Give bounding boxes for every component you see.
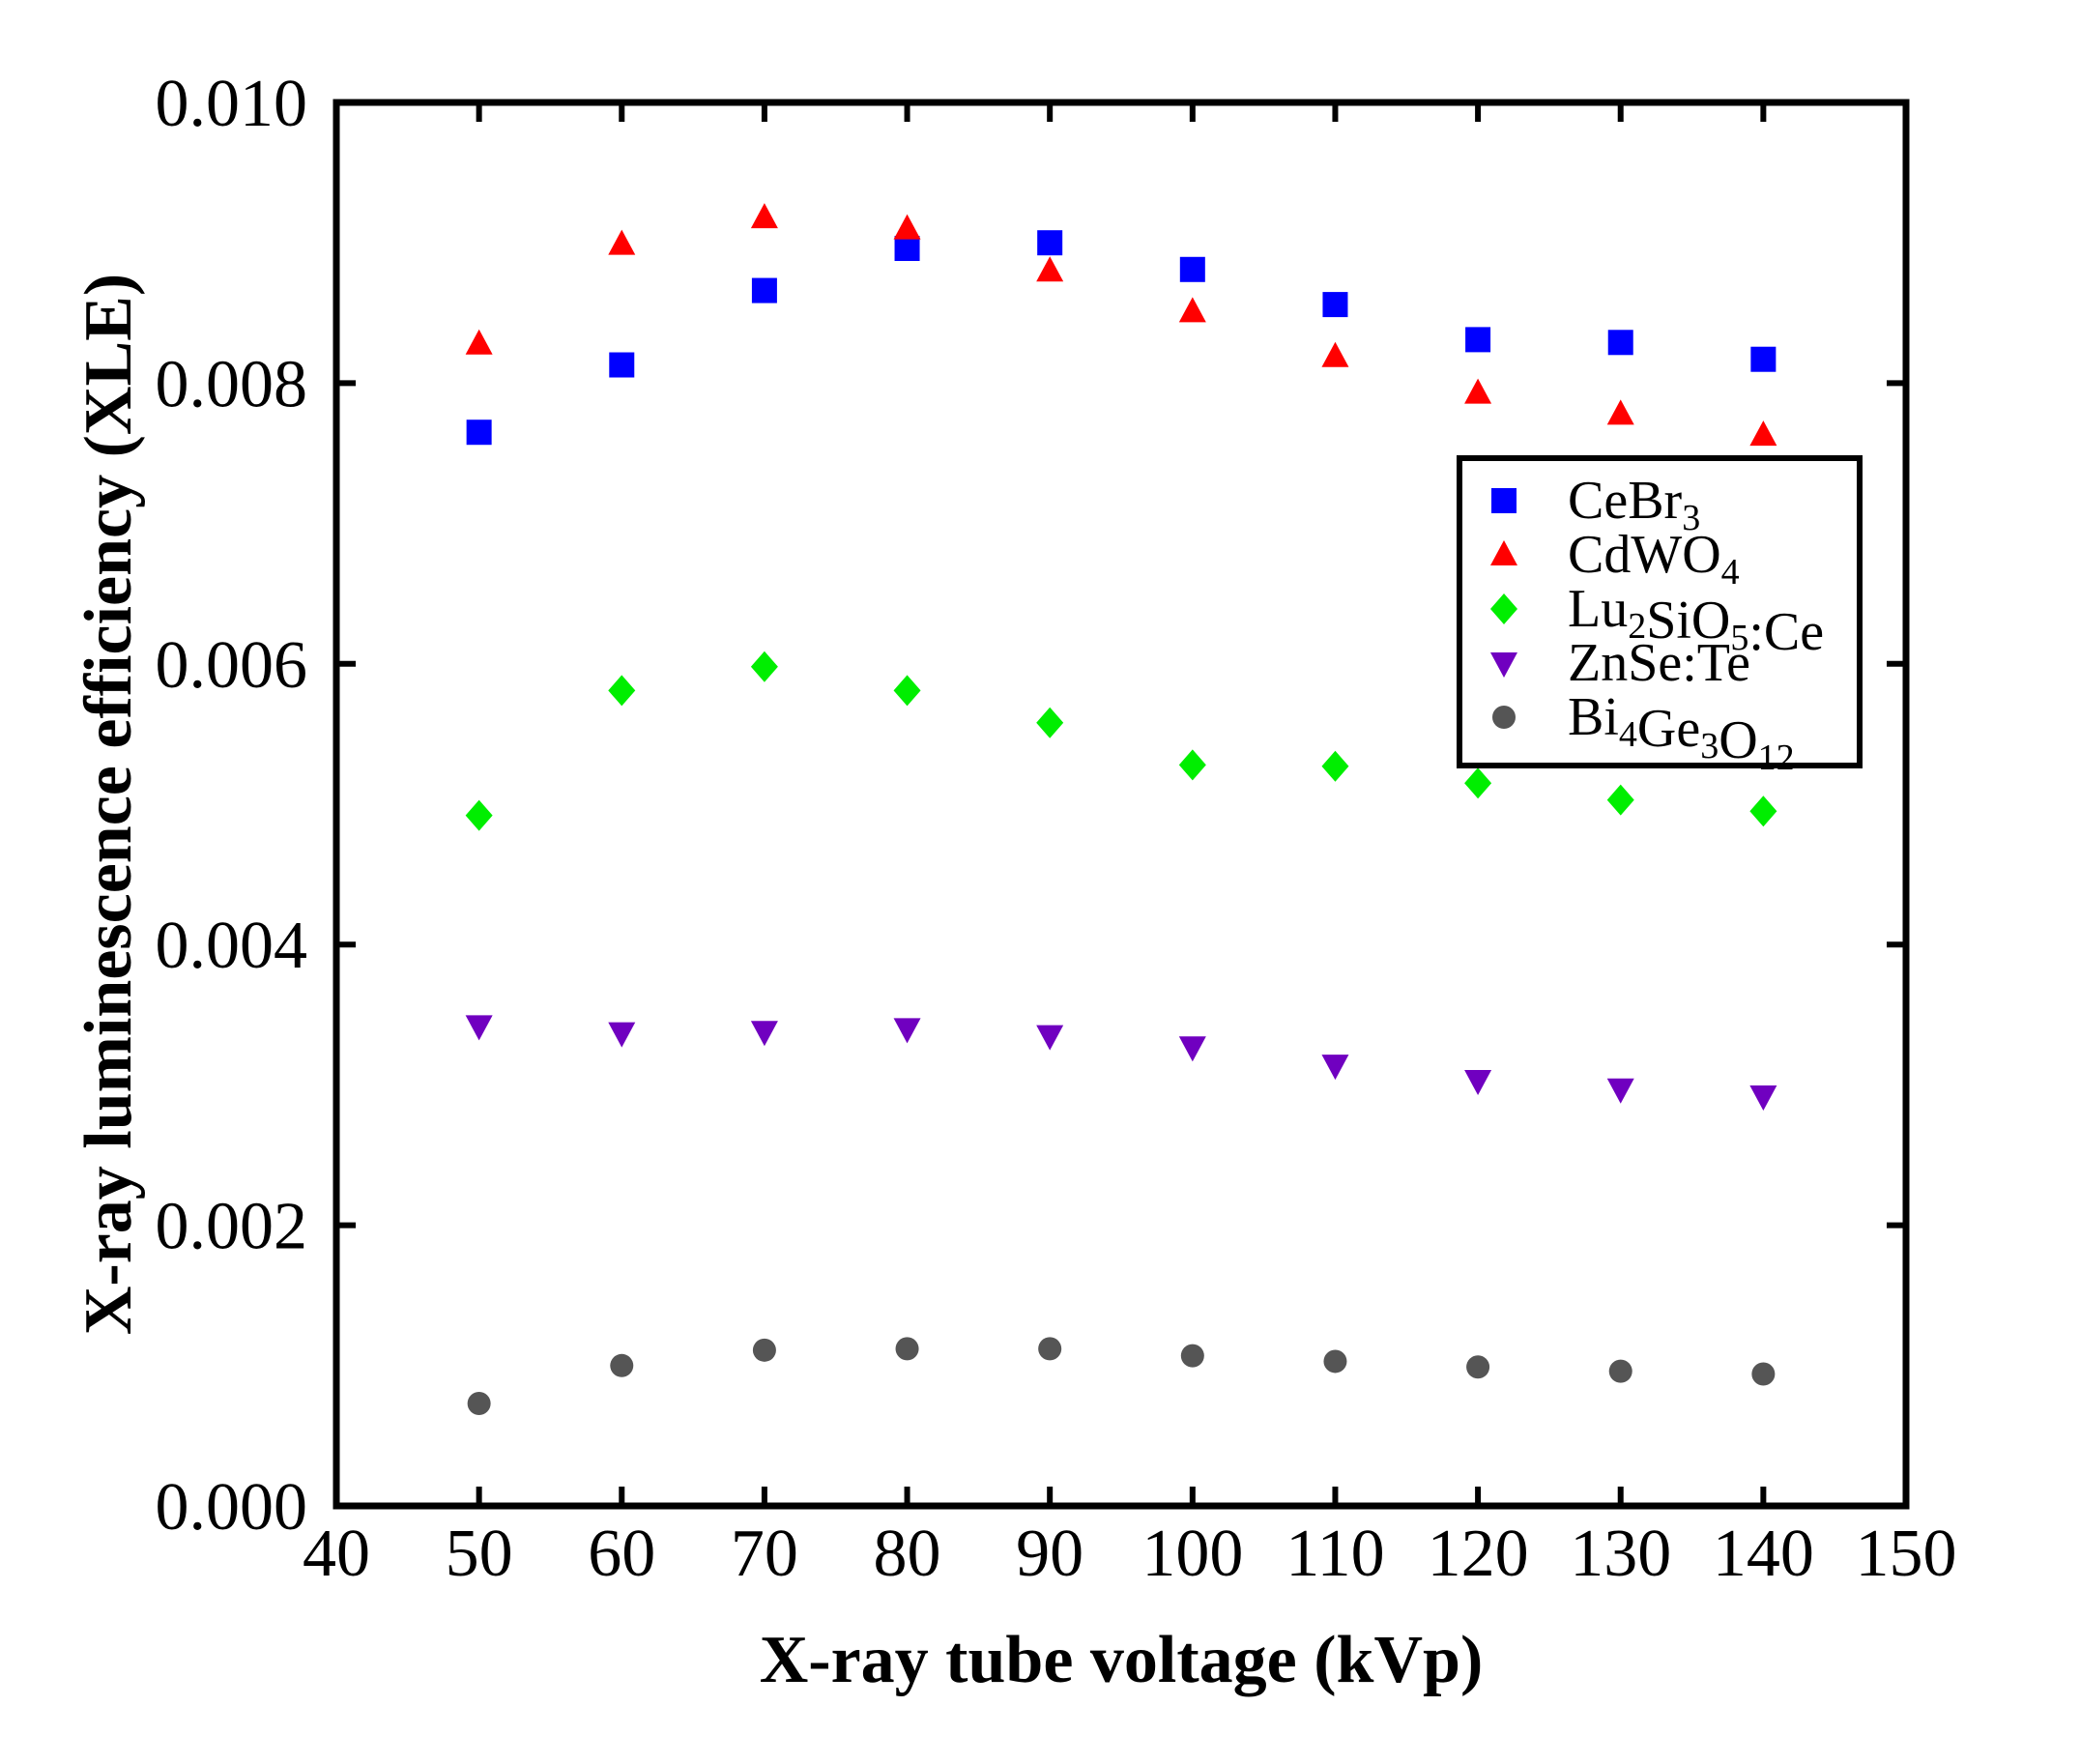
data-point (1749, 420, 1777, 447)
series-cebr3 (466, 230, 1777, 446)
x-tick-label: 120 (1428, 1517, 1529, 1591)
x-axis-title: X-ray tube voltage (kVp) (760, 1623, 1484, 1697)
x-tick-label: 140 (1713, 1517, 1814, 1591)
data-point (1180, 1344, 1204, 1368)
legend-marker (1490, 540, 1517, 565)
legend-marker (1492, 706, 1516, 729)
data-point (1036, 1025, 1064, 1051)
x-tick-label: 50 (446, 1517, 513, 1591)
data-point (1178, 297, 1206, 323)
data-point (466, 419, 492, 446)
data-point (1038, 1337, 1062, 1361)
plot-frame (332, 99, 1910, 1510)
y-axis-title: X-ray luminescence efficiency (XLE) (72, 274, 146, 1335)
x-tick-label: 130 (1570, 1517, 1671, 1591)
legend-label: Bi4Ge3O12 (1568, 687, 1795, 778)
series-cdwo4 (465, 203, 1777, 447)
data-point (465, 1015, 493, 1041)
data-point (1749, 795, 1777, 827)
legend-label: ZnSe:Te (1568, 633, 1750, 693)
data-point (608, 229, 636, 255)
data-point (610, 1353, 634, 1377)
data-point (1464, 378, 1492, 404)
data-point (1179, 256, 1205, 282)
data-point (1607, 330, 1633, 356)
data-point (467, 1392, 491, 1416)
x-tick-label: 110 (1286, 1517, 1384, 1591)
legend-label: CdWO4 (1568, 525, 1740, 593)
data-point (1323, 1349, 1347, 1374)
data-point (1606, 784, 1634, 816)
data-point (1608, 1359, 1632, 1383)
data-point (608, 675, 636, 707)
series-bi4ge3o12 (467, 1337, 1776, 1416)
series-lu2sio5ce (465, 651, 1777, 831)
data-point (1178, 1036, 1206, 1062)
y-tick-label: 0.008 (156, 347, 308, 421)
x-tick-label: 70 (731, 1517, 798, 1591)
data-point (1464, 767, 1492, 799)
x-tick-label: 40 (303, 1517, 370, 1591)
data-point (1036, 707, 1064, 738)
data-point (1321, 341, 1349, 367)
data-point (1178, 749, 1206, 781)
x-tick-label: 150 (1856, 1517, 1957, 1591)
legend-marker (1490, 593, 1517, 624)
x-tick-labels: 40 50 60 70 80 90 100 110 120 130 140 150 (303, 1517, 1957, 1591)
data-point (893, 214, 921, 240)
data-point (465, 329, 493, 355)
data-point (1749, 1085, 1777, 1112)
data-point (895, 1337, 919, 1361)
data-point (893, 1018, 921, 1044)
data-point (1037, 230, 1063, 256)
x-tick-label: 90 (1016, 1517, 1083, 1591)
legend-marker (1490, 652, 1517, 678)
data-point (750, 203, 778, 229)
data-point (752, 1338, 776, 1362)
data-point (609, 352, 635, 378)
y-tick-labels: 0.000 0.002 0.004 0.006 0.008 0.010 (156, 67, 308, 1545)
data-point (1466, 1355, 1490, 1379)
y-tick-label: 0.000 (156, 1470, 308, 1545)
data-point (1322, 292, 1348, 318)
x-tick-label: 100 (1141, 1517, 1243, 1591)
data-point (894, 236, 920, 262)
y-tick-label: 0.002 (156, 1190, 308, 1264)
data-point (608, 1022, 636, 1048)
data-point (1321, 1055, 1349, 1081)
data-point (1464, 1070, 1492, 1096)
data-point (751, 277, 777, 304)
legend-box (1457, 455, 1863, 768)
y-tick-label: 0.004 (156, 909, 308, 983)
y-tick-label: 0.010 (156, 67, 308, 141)
data-point (750, 651, 778, 682)
data-point (1750, 346, 1777, 372)
data-point (893, 675, 921, 707)
y-tick-label: 0.006 (156, 628, 308, 703)
legend-marker (1491, 488, 1517, 513)
series-layer (465, 203, 1777, 1416)
data-point (1321, 750, 1349, 782)
legend-label: CeBr3 (1568, 471, 1700, 538)
x-tick-label: 80 (874, 1517, 941, 1591)
legend-label: Lu2SiO5:Ce (1568, 579, 1824, 662)
data-point (1465, 327, 1491, 353)
data-point (1606, 399, 1634, 425)
series-znsete (465, 1015, 1777, 1112)
data-point (1606, 1078, 1634, 1104)
data-point (1036, 256, 1064, 282)
data-point (1751, 1362, 1776, 1386)
data-point (465, 799, 493, 831)
data-point (750, 1021, 778, 1047)
x-tick-label: 60 (588, 1517, 655, 1591)
